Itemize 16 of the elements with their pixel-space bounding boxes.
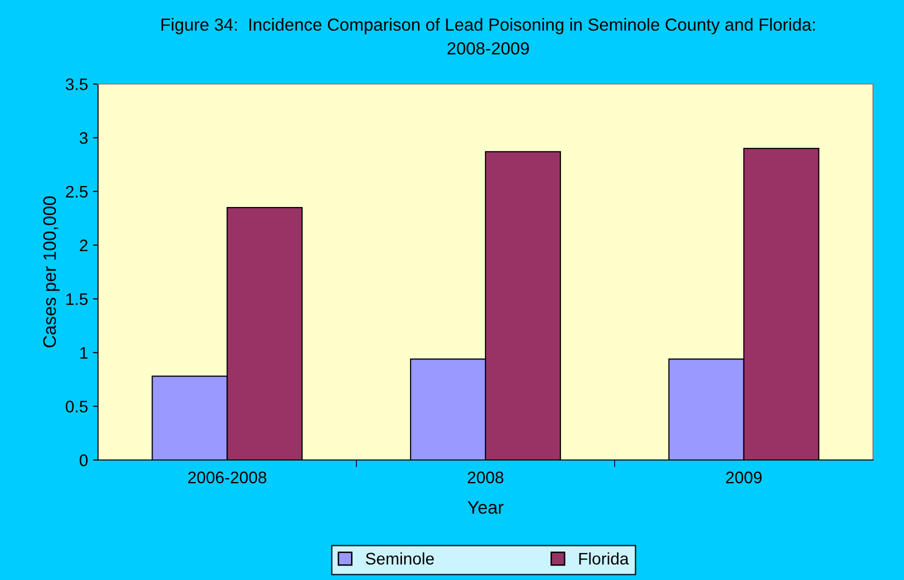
y-tick-label: 2 — [80, 240, 88, 252]
legend-label: Florida — [579, 552, 629, 565]
x-tick-label: 2008 — [468, 472, 504, 484]
x-tick-label: 2006-2008 — [188, 472, 266, 484]
y-tick-label: 3.5 — [66, 78, 88, 90]
x-tick-label: 2009 — [726, 472, 762, 484]
chart-title: Figure 34: Incidence Comparison of Lead Poisoning in Seminole County and Florida: 2008-2009 — [161, 18, 815, 55]
y-axis-title: Cases per 100,000 — [43, 196, 60, 348]
y-tick-label: 3 — [80, 132, 88, 144]
legend-label: Seminole — [366, 552, 434, 565]
y-tick-label: 0.5 — [66, 400, 88, 412]
y-tick-label: 1 — [80, 347, 88, 359]
y-tick-label: 1.5 — [66, 293, 88, 306]
y-tick-label: 2.5 — [66, 186, 88, 198]
y-tick-label: 0 — [80, 454, 88, 466]
x-axis-title: Year — [468, 501, 504, 514]
